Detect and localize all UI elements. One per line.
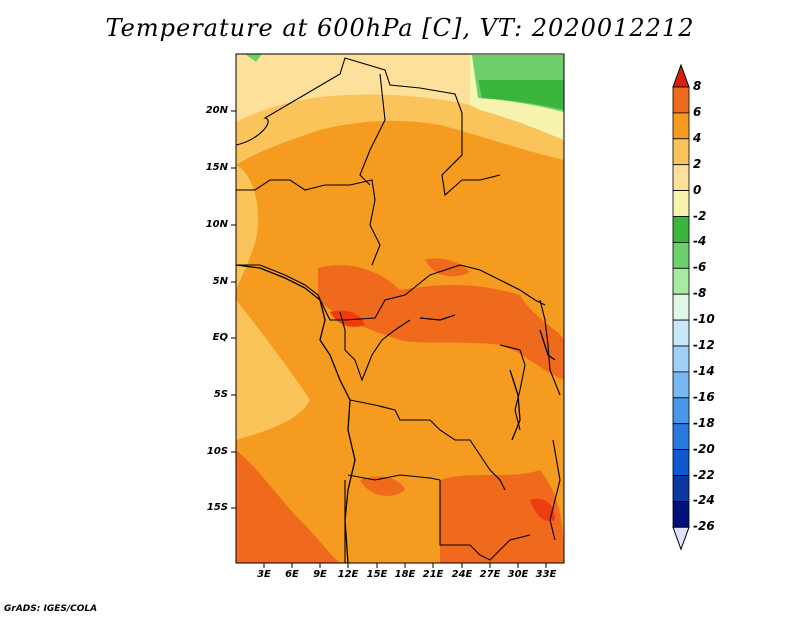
lon-label-30e: 30E [507, 569, 529, 580]
colorbar [672, 63, 690, 551]
colorbar-label: -12 [693, 338, 715, 352]
lon-label-18e: 18E [394, 569, 416, 580]
colorbar-label: -6 [693, 260, 707, 275]
lat-label-5n: 5N [212, 276, 228, 287]
colorbar-segment [672, 267, 690, 295]
map-field [236, 54, 564, 563]
lon-label-21e: 21E [422, 569, 444, 580]
colorbar-label: -26 [693, 519, 715, 534]
coastline [235, 264, 556, 564]
colorbar-label: -10 [693, 312, 715, 327]
lat-label-15n: 15N [205, 162, 228, 173]
region-4-6c-southwest [236, 450, 340, 563]
colorbar-label: -20 [693, 441, 715, 456]
colorbar-segment [672, 371, 690, 399]
colorbar-label: 4 [693, 130, 702, 145]
lat-label-10n: 10N [205, 219, 228, 230]
lon-ticks [263, 563, 547, 568]
lat-label-5s: 5S [213, 389, 228, 400]
chart-title: Temperature at 600hPa [C], VT: 202001221… [105, 14, 695, 42]
colorbar-label: -16 [693, 389, 715, 404]
region-6-8c-patch [530, 498, 555, 522]
colorbar-label: -4 [693, 234, 707, 249]
colorbar-segment [672, 475, 690, 502]
colorbar-segment [672, 138, 690, 166]
colorbar-label: -8 [693, 286, 707, 301]
colorbar-label: -18 [693, 415, 715, 430]
lon-label-33e: 33E [535, 569, 557, 580]
colorbar-label: -2 [693, 208, 707, 223]
lat-label-10s: 10S [206, 446, 228, 457]
lon-label-3e: 3E [257, 569, 271, 580]
lon-label-27e: 27E [479, 569, 501, 580]
colorbar-label: 6 [693, 104, 702, 119]
region-4-6c-central [318, 265, 564, 380]
colorbar-label: -24 [693, 493, 715, 508]
colorbar-segment [672, 423, 690, 451]
region-minus2-0c [236, 54, 470, 122]
region-4-6c-southeast [440, 470, 564, 563]
colorbar-segment [672, 500, 690, 528]
lon-label-15e: 15E [366, 569, 388, 580]
colorbar-label: 8 [693, 79, 702, 93]
region-6-8c-patch-2 [330, 310, 365, 327]
colorbar-segment [672, 164, 690, 191]
region-minus6c [478, 80, 564, 110]
colorbar-segment [672, 112, 690, 140]
colorbar-label: -14 [693, 363, 715, 378]
lon-label-12e: 12E [337, 569, 359, 580]
colorbar-segment [672, 397, 690, 425]
lon-label-24e: 24E [451, 569, 473, 580]
colorbar-segment [672, 86, 690, 114]
colorbar-segment [672, 293, 690, 321]
colorbar-label: -22 [693, 467, 715, 482]
lat-label-15s: 15S [206, 502, 228, 513]
grads-credit: GrADS: IGES/COLA [4, 604, 98, 614]
colorbar-segment [672, 345, 690, 373]
region-minus8c-west [245, 54, 262, 62]
colorbar-bottom-arrow [672, 526, 690, 551]
colorbar-segment [672, 190, 690, 217]
region-4-6c-patch-2 [360, 476, 405, 496]
colorbar-label: 2 [693, 156, 702, 171]
colorbar-label: 0 [693, 182, 702, 197]
region-4-6c-patch [425, 258, 470, 277]
region-west-coast [236, 165, 259, 290]
colorbar-segment [672, 241, 690, 269]
region-southwest-light [236, 300, 310, 440]
lat-ticks [231, 110, 236, 509]
lat-label-20n: 20N [205, 105, 228, 116]
colorbar-segment [672, 449, 690, 476]
colorbar-segment [672, 319, 690, 347]
lat-label-eq: EQ [212, 332, 228, 343]
lon-label-6e: 6E [285, 569, 299, 580]
lon-label-9e: 9E [313, 569, 327, 580]
colorbar-top-arrow [672, 63, 690, 88]
map-frame [235, 53, 565, 564]
colorbar-segment [672, 216, 690, 243]
